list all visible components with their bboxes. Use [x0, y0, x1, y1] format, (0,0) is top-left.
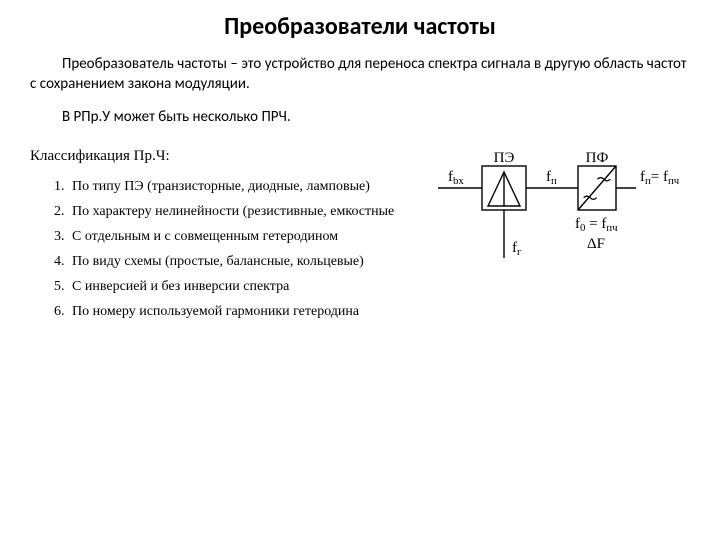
list-item: 2.По характеру нелинейности (резистивные… — [54, 204, 420, 220]
list-item: 1.По типу ПЭ (транзисторные, диодные, ла… — [54, 179, 420, 195]
classification-list: 1.По типу ПЭ (транзисторные, диодные, ла… — [30, 179, 420, 320]
statement-text: В РПр.У может быть несколько ПРЧ. — [30, 108, 690, 128]
svg-text:fп= fпч: fп= fпч — [640, 169, 680, 187]
list-item-text: По виду схемы (простые, балансные, кольц… — [72, 254, 364, 269]
list-item-text: С инверсией и без инверсии спектра — [72, 279, 289, 294]
list-item: 4.По виду схемы (простые, балансные, кол… — [54, 254, 420, 270]
svg-text:fп: fп — [546, 169, 557, 187]
list-item-text: По типу ПЭ (транзисторные, диодные, ламп… — [72, 179, 370, 194]
list-item: 6.По номеру используемой гармоники гетер… — [54, 304, 420, 320]
list-item-text: По номеру используемой гармоники гетерод… — [72, 304, 359, 319]
classification-heading: Классификация Пр.Ч: — [30, 148, 420, 165]
page-title: Преобразователи частоты — [30, 12, 690, 41]
svg-text:ΔF: ΔF — [587, 236, 605, 252]
definition-text: Преобразователь частоты – это устройство… — [30, 55, 690, 94]
diagram-svg: fbx ПЭ fп ПФ fп= fпч fг f0 = fпч ΔF — [430, 148, 690, 298]
svg-text:fbx: fbx — [448, 169, 464, 187]
list-item: 3.С отдельным и с совмещенным гетеродино… — [54, 229, 420, 245]
svg-text:fг: fг — [512, 240, 522, 258]
list-item: 5.С инверсией и без инверсии спектра — [54, 279, 420, 295]
svg-text:f0 = fпч: f0 = fпч — [575, 216, 618, 234]
content-row: Классификация Пр.Ч: 1.По типу ПЭ (транзи… — [30, 148, 690, 329]
block-diagram: fbx ПЭ fп ПФ fп= fпч fг f0 = fпч ΔF — [430, 148, 690, 303]
list-item-text: С отдельным и с совмещенным гетеродином — [72, 229, 338, 244]
list-item-text: По характеру нелинейности (резистивные, … — [72, 204, 394, 219]
classification-column: Классификация Пр.Ч: 1.По типу ПЭ (транзи… — [30, 148, 420, 329]
svg-text:ПФ: ПФ — [586, 150, 609, 166]
svg-text:ПЭ: ПЭ — [494, 150, 515, 166]
